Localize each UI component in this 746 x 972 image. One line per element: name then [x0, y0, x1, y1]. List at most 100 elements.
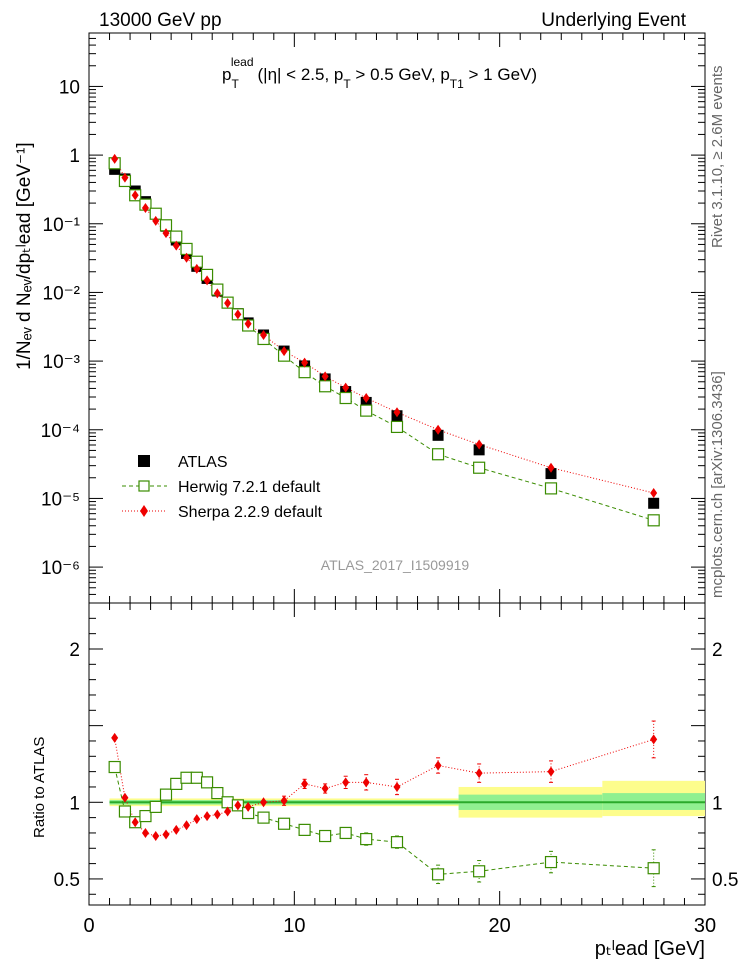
ratio-herwig-point — [647, 862, 660, 875]
ratio-herwig-point — [221, 796, 234, 809]
ratio-herwig-point — [431, 868, 445, 881]
ratio-sherpa-point — [152, 831, 160, 842]
ratio-sherpa-point — [650, 734, 658, 745]
sherpa-point — [547, 462, 555, 473]
ratio-herwig-point — [390, 836, 404, 849]
sherpa-point — [342, 382, 350, 393]
ratio-y-tick-label: 2 — [69, 640, 80, 661]
sherpa-point — [393, 407, 401, 418]
y-tick-label: 10⁻⁶ — [41, 558, 80, 579]
ratio-y-tick-label: 0.5 — [54, 870, 80, 891]
ratio-herwig-point — [108, 760, 121, 774]
legend-atlas-marker — [138, 455, 150, 467]
ratio-herwig-point — [277, 817, 291, 830]
sherpa-point — [234, 309, 242, 320]
ratio-y-tick-label-right: 0.5 — [712, 870, 738, 891]
ratio-sherpa-point — [172, 824, 180, 835]
ratio-sherpa-point — [280, 795, 288, 806]
atlas-point — [545, 468, 557, 480]
x-tick-label: 20 — [489, 915, 511, 937]
herwig-point — [339, 391, 352, 405]
plot-title: pTlead(|η| < 2.5, pT > 0.5 GeV, pT1 > 1 … — [222, 55, 537, 91]
ratio-sherpa-point — [131, 817, 139, 828]
sherpa-point — [224, 298, 232, 309]
ratio-sherpa-point — [475, 768, 483, 779]
sherpa-point — [280, 346, 288, 357]
atlas-point — [473, 444, 485, 456]
x-tick-label: 30 — [694, 915, 716, 937]
herwig-point — [390, 420, 404, 434]
y-tick-label: 10⁻⁵ — [41, 489, 80, 510]
legend-herwig-label: Herwig 7.2.1 default — [178, 479, 321, 496]
x-tick-label: 10 — [283, 915, 305, 937]
ratio-herwig-point — [200, 776, 214, 789]
sherpa-point — [152, 215, 160, 226]
sherpa-point — [121, 172, 129, 183]
side-rivet: Rivet 3.1.10, ≥ 2.6M events — [709, 66, 726, 249]
sherpa-point — [434, 424, 442, 435]
ratio-y-tick-label-right: 2 — [712, 640, 723, 661]
ratio-herwig-point — [159, 788, 173, 801]
ratio-herwig-point — [180, 771, 193, 784]
herwig-point — [298, 366, 311, 379]
sherpa-point — [203, 275, 211, 286]
sherpa-point — [183, 252, 191, 263]
ratio-herwig-point — [149, 800, 162, 813]
main-ylabel: 1/Nₑᵥ d Nₑᵥ/dpₜˡead [GeV⁻¹] — [14, 142, 35, 370]
side-mcplots: mcplots.cern.ch [arXiv:1306.3436] — [709, 371, 726, 598]
herwig-point — [170, 230, 183, 243]
sherpa-point — [362, 393, 370, 404]
ratio-herwig-point — [170, 777, 183, 790]
legend-sherpa-label: Sherpa 2.2.9 default — [178, 504, 323, 521]
herwig-point — [360, 404, 373, 417]
y-tick-label: 10⁻³ — [43, 352, 81, 373]
ratio-herwig-point — [319, 829, 332, 843]
ratio-sherpa-point — [362, 777, 370, 788]
ratio-herwig-point — [190, 771, 203, 784]
ratio-sherpa-point — [234, 800, 242, 811]
ratio-sherpa-point — [203, 811, 211, 822]
ratio-sherpa-point — [321, 783, 329, 794]
y-tick-label: 10 — [59, 77, 80, 98]
sherpa-point — [475, 439, 483, 450]
legend: ATLAS Herwig 7.2.1 default Sherpa 2.2.9 … — [122, 454, 323, 521]
ratio-sherpa-point — [162, 829, 170, 840]
xlabel: pₜˡead [GeV] — [595, 938, 705, 960]
ratio-y-tick-label-right: 1 — [712, 793, 723, 814]
ratio-sherpa-point — [121, 792, 129, 803]
sherpa-point — [321, 371, 329, 382]
main-plot: 10 1 10⁻¹ 10⁻² 10⁻³ 10⁻⁴ 10⁻⁵ 10⁻⁶ — [41, 32, 706, 905]
ratio-herwig-point — [257, 811, 270, 824]
herwig-point — [431, 448, 445, 461]
herwig-point — [544, 482, 558, 495]
sherpa-point — [213, 288, 221, 299]
ratio-sherpa-point — [342, 777, 350, 788]
legend-herwig-marker — [138, 480, 150, 492]
ratio-herwig-point — [339, 826, 352, 840]
sherpa-point — [172, 240, 180, 251]
herwig-point — [473, 461, 486, 474]
herwig-point — [647, 514, 660, 527]
ratio-sherpa-point — [224, 806, 232, 817]
sherpa-point — [244, 318, 252, 329]
ratio-sherpa-point — [393, 781, 401, 792]
ratio-frame — [88, 602, 706, 906]
ratio-herwig-point — [118, 805, 132, 818]
ratio-sherpa-point — [434, 760, 442, 771]
ratio-sherpa-point — [111, 732, 119, 743]
ratio-sherpa-point — [183, 820, 191, 831]
ratio-herwig-point — [139, 809, 152, 823]
header-left: 13000 GeV pp — [99, 10, 222, 31]
sherpa-point — [650, 487, 658, 498]
y-tick-label: 10⁻⁴ — [41, 421, 80, 442]
sherpa-point — [193, 263, 201, 274]
ratio-herwig-point — [211, 786, 224, 800]
atlas-point — [432, 429, 444, 441]
herwig-point — [319, 380, 332, 393]
sherpa-point — [260, 329, 268, 340]
x-tick-label: 0 — [83, 915, 94, 937]
ratio-herwig-point — [473, 865, 486, 878]
ratio-sherpa-point — [301, 778, 309, 789]
sherpa-point — [301, 357, 309, 368]
